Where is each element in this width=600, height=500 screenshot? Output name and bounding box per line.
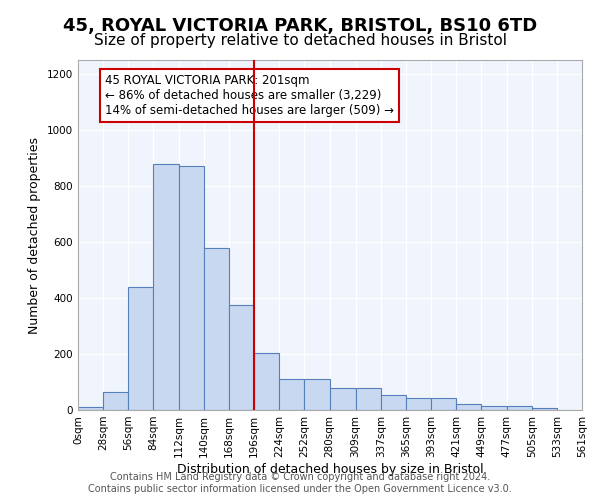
- Bar: [179, 166, 204, 410]
- Bar: [103, 392, 128, 410]
- Bar: [128, 287, 154, 410]
- Bar: [532, 408, 557, 410]
- Bar: [254, 352, 279, 410]
- Bar: [506, 406, 532, 410]
- Bar: [279, 379, 304, 410]
- Bar: [304, 379, 329, 410]
- Text: 45, ROYAL VICTORIA PARK, BRISTOL, BS10 6TD: 45, ROYAL VICTORIA PARK, BRISTOL, BS10 6…: [63, 18, 537, 36]
- Bar: [481, 406, 506, 410]
- Y-axis label: Number of detached properties: Number of detached properties: [28, 136, 41, 334]
- Bar: [78, 407, 103, 410]
- Bar: [431, 398, 456, 410]
- X-axis label: Distribution of detached houses by size in Bristol: Distribution of detached houses by size …: [176, 462, 484, 475]
- Bar: [204, 248, 229, 410]
- Bar: [456, 404, 481, 410]
- Bar: [356, 388, 381, 410]
- Text: Contains HM Land Registry data © Crown copyright and database right 2024.
Contai: Contains HM Land Registry data © Crown c…: [88, 472, 512, 494]
- Text: 45 ROYAL VICTORIA PARK: 201sqm
← 86% of detached houses are smaller (3,229)
14% : 45 ROYAL VICTORIA PARK: 201sqm ← 86% of …: [105, 74, 394, 117]
- Text: Size of property relative to detached houses in Bristol: Size of property relative to detached ho…: [94, 32, 506, 48]
- Bar: [154, 164, 179, 410]
- Bar: [381, 394, 406, 410]
- Bar: [406, 398, 431, 410]
- Bar: [229, 305, 254, 410]
- Bar: [329, 388, 356, 410]
